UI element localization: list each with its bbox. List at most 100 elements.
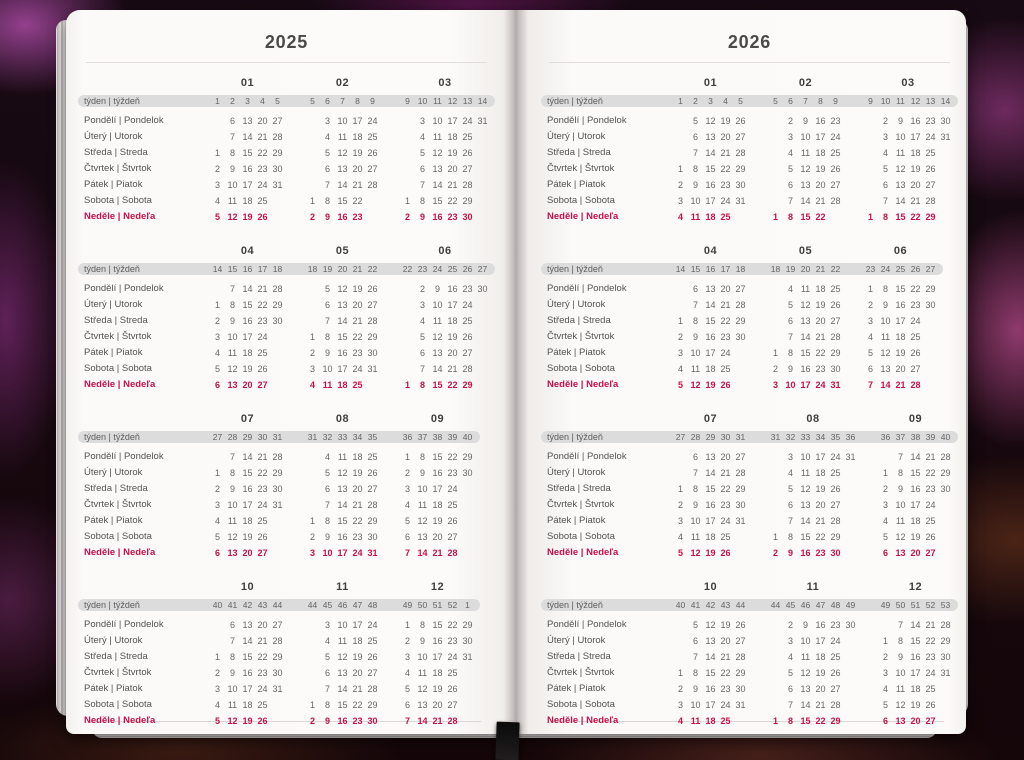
- date-cell: 16: [705, 500, 716, 510]
- date-cell: 21: [720, 300, 731, 310]
- date-cell: 14: [895, 196, 906, 206]
- date-cell: 23: [352, 348, 363, 358]
- date-cell: 20: [720, 636, 731, 646]
- day-label: Neděle | Nedeľa: [547, 547, 619, 558]
- day-dates-row: 4 11 18 25: [210, 697, 285, 713]
- date-cell: 23: [830, 116, 841, 126]
- week-number: 14: [212, 264, 223, 274]
- date-cell: 13: [800, 316, 811, 326]
- week-number: 6: [788, 96, 793, 106]
- day-dates-row: 2 9 16 23 30: [673, 329, 748, 345]
- date-cell: 13: [337, 164, 348, 174]
- day-dates-row: 6 13 20 27: [400, 345, 490, 361]
- date-cell: 12: [337, 284, 348, 294]
- day-dates-row: 7 14 21 28: [305, 681, 380, 697]
- date-cell: [400, 177, 415, 193]
- day-dates-row: 1 8 15 22 29: [863, 281, 938, 297]
- date-cell: [475, 129, 490, 145]
- date-cell: 12: [800, 668, 811, 678]
- day-dates-row: 7 14 21 28: [673, 465, 748, 481]
- date-cell: 19: [705, 548, 716, 558]
- date-cell: 12: [800, 300, 811, 310]
- date-cell: 21: [352, 180, 363, 190]
- date-cell: 2: [404, 468, 410, 478]
- date-cell: [210, 129, 225, 145]
- date-cell: 12: [337, 148, 348, 158]
- date-cell: 13: [705, 284, 716, 294]
- date-cell: 4: [214, 516, 220, 526]
- month-03: 03 9 10 11 12 13 14 3 10 17 24 31 4 11 18 25 5 12 19 26 6 13 2…: [400, 74, 490, 225]
- date-cell: [923, 361, 938, 377]
- date-cell: 25: [720, 212, 731, 222]
- date-cell: 12: [227, 716, 238, 726]
- day-dates-row: 6 13 20 27: [400, 161, 490, 177]
- date-cell: 8: [882, 284, 888, 294]
- day-dates-row: 7 14 21 28: [768, 697, 858, 713]
- date-cell: [475, 145, 490, 161]
- date-cell: 24: [925, 500, 936, 510]
- date-cell: 27: [447, 700, 458, 710]
- date-cell: 2: [787, 620, 793, 630]
- date-cell: 16: [337, 716, 348, 726]
- date-cell: 30: [462, 636, 473, 646]
- date-cell: [768, 329, 783, 345]
- date-cell: 25: [257, 348, 268, 358]
- date-cell: 14: [800, 516, 811, 526]
- month-number: 02: [335, 77, 350, 89]
- month-10: 10 40 41 42 43 44 6 13 20 27 7 14 21 28 1 8 15 22 29 2 9 16 23…: [210, 578, 285, 729]
- date-cell: 29: [272, 468, 283, 478]
- date-cell: 12: [800, 484, 811, 494]
- week-number: 31: [272, 432, 283, 442]
- week-numbers-row: 44 45 46 47 48 49: [768, 599, 858, 611]
- week-numbers-row: 14 15 16 17 18: [673, 263, 748, 275]
- week-number: 18: [307, 264, 318, 274]
- month-number: 07: [240, 413, 255, 425]
- date-cell: 23: [720, 500, 731, 510]
- date-cell: 27: [462, 164, 473, 174]
- date-cell: 25: [257, 196, 268, 206]
- day-dates-row: 6 13 20 27: [673, 129, 748, 145]
- date-cell: [768, 313, 783, 329]
- date-cell: 16: [705, 332, 716, 342]
- day-dates-row: 6 13 20 27: [400, 529, 475, 545]
- date-cell: [733, 361, 748, 377]
- date-cell: 22: [720, 164, 731, 174]
- month-header-spacer: [84, 74, 190, 95]
- date-cell: 26: [257, 364, 268, 374]
- day-dates-row: 1 8 15 22 29: [768, 529, 858, 545]
- week-number: 16: [242, 264, 253, 274]
- date-cell: 29: [940, 468, 951, 478]
- day-label: Středa | Streda: [547, 147, 611, 158]
- date-cell: 3: [324, 116, 330, 126]
- day-label: Úterý | Utorok: [84, 635, 143, 646]
- day-dates-row: 6 13 20 27: [878, 713, 953, 729]
- date-cell: 15: [242, 300, 253, 310]
- day-dates-row: 3 10 17 24: [400, 481, 475, 497]
- date-cell: 28: [367, 500, 378, 510]
- date-cell: 7: [324, 180, 330, 190]
- week-number: 29: [242, 432, 253, 442]
- date-cell: 28: [940, 620, 951, 630]
- week-number-bar: [541, 95, 958, 107]
- week-label: týden | týždeň: [547, 264, 603, 274]
- day-dates-row: 1 8 15 22 29: [400, 449, 475, 465]
- date-cell: 7: [404, 548, 410, 558]
- month-08: 08 31 32 33 34 35 4 11 18 25 5 12 19 26 6 13 20 27 7 14 21 28…: [305, 410, 380, 561]
- date-cell: 27: [447, 532, 458, 542]
- date-cell: 7: [787, 700, 793, 710]
- day-label: Pondělí | Pondelok: [84, 283, 164, 294]
- date-cell: 17: [910, 500, 921, 510]
- date-cell: 2: [309, 348, 315, 358]
- date-cell: 6: [324, 164, 330, 174]
- date-cell: 23: [447, 212, 458, 222]
- date-cell: [923, 345, 938, 361]
- date-cell: [475, 177, 490, 193]
- date-cell: 22: [447, 620, 458, 630]
- date-cell: 10: [800, 452, 811, 462]
- calendar-quarter-row: týden | týždeň Pondělí | Pondelok Úterý | …: [78, 578, 480, 729]
- date-cell: 31: [830, 380, 841, 390]
- date-cell: 5: [787, 668, 793, 678]
- date-cell: 5: [787, 300, 793, 310]
- date-cell: [270, 377, 285, 393]
